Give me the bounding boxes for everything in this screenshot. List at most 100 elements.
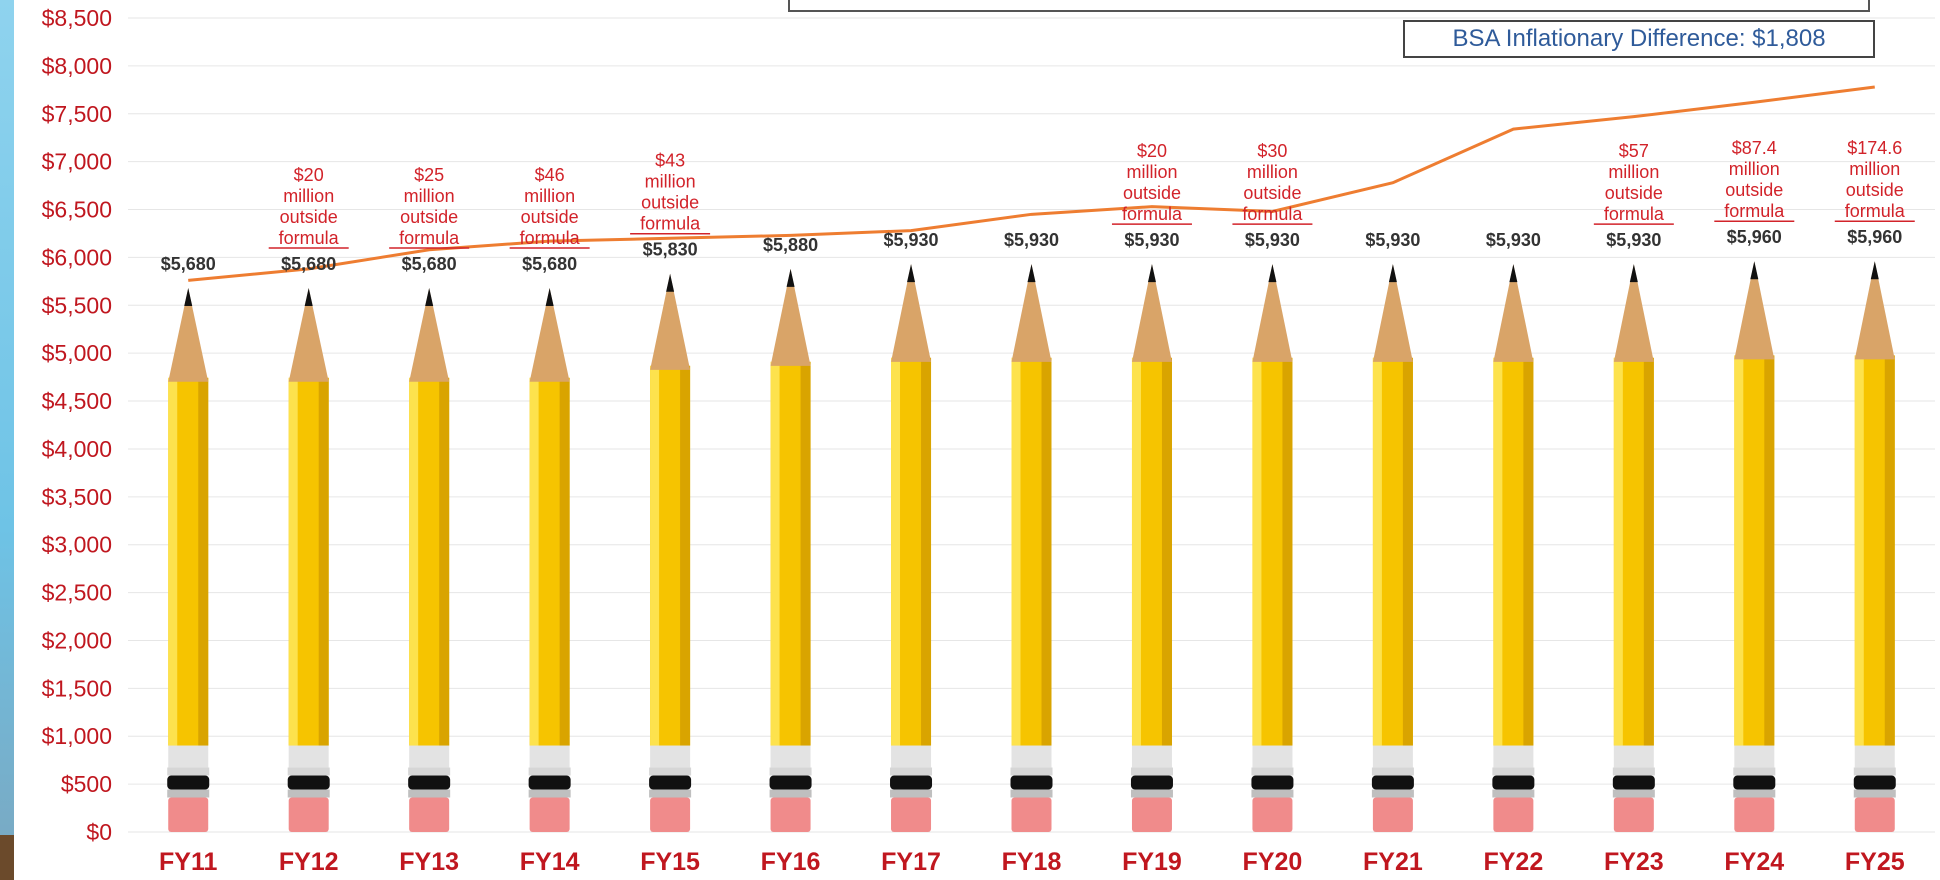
pencil-ferrule-band — [1251, 767, 1294, 776]
pencil-ferrule-band — [1853, 789, 1896, 798]
pencil-body-highlight — [1854, 355, 1864, 746]
pencil-bar — [1853, 261, 1896, 832]
value-label: $5,960 — [1727, 227, 1782, 247]
annotation-line: $25 — [414, 165, 444, 185]
value-label: $5,930 — [884, 230, 939, 250]
pencil-ferrule-band — [1130, 789, 1173, 798]
pencil-ferrule-band — [408, 767, 451, 776]
x-tick-label: FY16 — [761, 848, 821, 876]
pencil-body-highlight — [1734, 355, 1744, 746]
annotation-line: million — [404, 186, 455, 206]
pencil-lead — [1629, 264, 1638, 283]
pencil-lead — [184, 288, 193, 307]
value-label: $5,680 — [522, 254, 577, 274]
pencil-wood-tip — [1734, 261, 1775, 360]
pencil-ferrule-stripe — [890, 775, 933, 790]
pencil-body-highlight — [770, 361, 780, 746]
annotation-line: million — [1849, 159, 1900, 179]
pencil-bar — [890, 264, 933, 832]
pencil-eraser — [1011, 797, 1052, 832]
pencil-body-highlight — [1493, 357, 1503, 746]
pencil-ferrule-stripe — [1010, 775, 1053, 790]
pencil-eraser — [1734, 797, 1775, 832]
y-tick-label: $500 — [61, 771, 112, 797]
pencil-ferrule-stripe — [1492, 775, 1535, 790]
value-label: $5,930 — [1245, 230, 1300, 250]
pencil-body-highlight — [1131, 357, 1141, 746]
pencil-ferrule — [168, 745, 209, 768]
x-tick-label: FY20 — [1243, 848, 1303, 876]
y-tick-label: $1,000 — [42, 723, 112, 749]
pencil-body-shade — [1884, 355, 1895, 746]
annotation-formula: formula — [1242, 204, 1303, 224]
pencil-wood-tip — [1854, 261, 1895, 360]
pencil-lead — [425, 288, 434, 307]
y-tick-label: $2,500 — [42, 580, 112, 606]
pencil-body-shade — [1764, 355, 1775, 746]
annotation-line: $43 — [655, 151, 685, 171]
annotation-line: $20 — [294, 165, 324, 185]
y-tick-label: $4,500 — [42, 388, 112, 414]
annotation-line: million — [1729, 159, 1780, 179]
pencil-lead — [786, 268, 795, 287]
pencil-body-highlight — [529, 377, 539, 746]
x-tick-label: FY15 — [640, 848, 700, 876]
annotation-line: outside — [641, 193, 699, 213]
pencil-body-highlight — [288, 377, 298, 746]
annotation-line: million — [283, 186, 334, 206]
pencil-wood-tip — [650, 273, 691, 370]
annotation-line: million — [645, 172, 696, 192]
pencil-ferrule-stripe — [1130, 775, 1173, 790]
pencil-bar — [287, 288, 330, 832]
pencil-body-highlight — [1613, 357, 1623, 746]
annotation-line: $46 — [535, 165, 565, 185]
pencil-lead — [1388, 264, 1397, 283]
annotations: $20millionoutsideformula$25millionoutsid… — [268, 138, 1915, 249]
pencil-body-shade — [439, 377, 450, 746]
pencil-ferrule-band — [1733, 789, 1776, 798]
pencil-ferrule-band — [1492, 789, 1535, 798]
pencil-ferrule-band — [1612, 789, 1655, 798]
pencil-body-shade — [800, 361, 811, 746]
pencil-lead — [1268, 264, 1277, 283]
x-tick-label: FY19 — [1122, 848, 1182, 876]
x-tick-label: FY14 — [520, 848, 580, 876]
pencil-eraser — [1854, 797, 1895, 832]
pencil-eraser — [770, 797, 811, 832]
pencil-wood-tip — [1493, 264, 1534, 362]
annotation-line: outside — [1243, 183, 1301, 203]
pencil-ferrule-band — [528, 789, 571, 798]
pencil-body-highlight — [650, 365, 660, 746]
value-label: $5,960 — [1847, 227, 1902, 247]
pencil-ferrule — [1252, 745, 1293, 768]
decorative-left-strip — [0, 0, 14, 880]
pencil-body-shade — [921, 357, 932, 746]
pencil-ferrule-stripe — [1612, 775, 1655, 790]
annotation-formula: formula — [520, 228, 581, 248]
pencil-lead — [907, 264, 916, 283]
pencil-eraser — [1493, 797, 1534, 832]
pencil-wood-tip — [1131, 264, 1172, 362]
pencil-ferrule-band — [1130, 767, 1173, 776]
pencil-ferrule-stripe — [1251, 775, 1294, 790]
pencil-lead — [1147, 264, 1156, 283]
pencil-wood-tip — [409, 288, 450, 382]
pencil-ferrule-band — [1010, 789, 1053, 798]
pencil-eraser — [409, 797, 450, 832]
pencil-bar — [1010, 264, 1053, 832]
annotation-formula: formula — [279, 228, 340, 248]
x-tick-label: FY18 — [1002, 848, 1062, 876]
annotation-line: outside — [400, 207, 458, 227]
trend-line — [188, 85, 1875, 282]
pencil-bars — [167, 261, 1896, 832]
pencil-ferrule-band — [769, 767, 812, 776]
pencil-ferrule-band — [1733, 767, 1776, 776]
pencil-ferrule-stripe — [167, 775, 210, 790]
x-tick-label: FY12 — [279, 848, 339, 876]
x-tick-label: FY17 — [881, 848, 941, 876]
pencil-eraser — [1372, 797, 1413, 832]
y-tick-label: $2,000 — [42, 627, 112, 653]
pencil-ferrule — [288, 745, 329, 768]
